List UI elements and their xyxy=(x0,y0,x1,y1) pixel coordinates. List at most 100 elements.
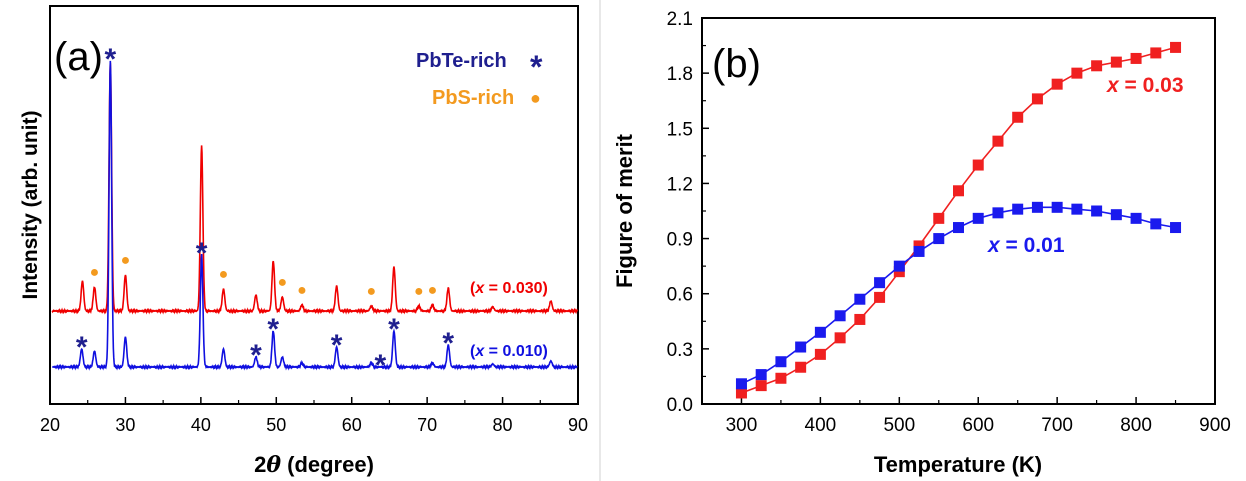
zt-point-x003 xyxy=(795,361,807,373)
series-label-x001: x = 0.01 xyxy=(987,234,1065,257)
pbs-peak-marker: ● xyxy=(121,252,131,269)
panel-b-label: (b) xyxy=(712,42,761,86)
series-label-x030-open: ( xyxy=(470,280,476,297)
zt-point-x001 xyxy=(814,326,826,338)
zt-point-x001 xyxy=(972,212,984,224)
xrd-pattern-x030 xyxy=(51,62,579,315)
zt-point-x001 xyxy=(755,369,767,381)
panel-b-series xyxy=(735,41,1182,399)
x-label-theta: θ xyxy=(266,452,281,478)
zt-point-x003 xyxy=(1130,52,1142,64)
pbte-peak-marker: * xyxy=(331,329,343,362)
panel-a-x-tick-label: 70 xyxy=(417,415,437,435)
legend-pbte-marker: * xyxy=(530,49,543,85)
panel-a-series xyxy=(51,60,579,371)
panel-b-y-tick-label: 2.1 xyxy=(667,9,693,30)
zt-point-x001 xyxy=(735,378,747,390)
zt-point-x003 xyxy=(972,159,984,171)
zt-point-x001 xyxy=(992,207,1004,219)
panel-b-y-tick-label: 1.5 xyxy=(667,119,693,140)
zt-point-x001 xyxy=(1012,203,1024,215)
zt-point-x001 xyxy=(854,293,866,305)
zt-point-x001 xyxy=(893,260,905,272)
zt-point-x003 xyxy=(874,291,886,303)
zt-point-x001 xyxy=(1051,201,1063,213)
panel-b-y-tick-label: 0.0 xyxy=(667,395,693,416)
series-label-x010-open: ( xyxy=(470,343,476,360)
pbte-peak-marker: * xyxy=(250,339,262,372)
panel-b-x-tick-label: 300 xyxy=(726,415,758,436)
zt-point-x003 xyxy=(953,185,964,197)
pbs-peak-marker: ● xyxy=(277,274,287,291)
panel-b-x-tick-label: 900 xyxy=(1199,415,1231,436)
panel-b-zt-chart: 0.0 0.3 0.6 0.9 1.2 1.5 1.8 2.1 300 400 500 600 700… xyxy=(612,9,1231,477)
series-label-x030-var: x xyxy=(474,280,485,297)
legend-pbte-label: PbTe-rich xyxy=(416,50,507,72)
zt-point-x003 xyxy=(1110,56,1122,68)
zt-point-x003 xyxy=(1071,67,1083,79)
panel-b-x-tick-label: 400 xyxy=(805,415,837,436)
zt-point-x001 xyxy=(1150,218,1162,230)
series-label-x001-var: x xyxy=(987,234,1001,257)
legend-pbs-marker: ● xyxy=(530,88,541,108)
panel-a-xrd-chart: 20 30 40 50 60 70 80 90 ●●● ● ● ● ● ●***** *** * (a) P… xyxy=(19,5,588,478)
panel-b-x-tick-label: 800 xyxy=(1120,415,1152,436)
zt-point-x003 xyxy=(1150,47,1162,59)
zt-point-x001 xyxy=(1130,212,1142,224)
panel-a-x-tick-label: 30 xyxy=(115,415,135,435)
zt-point-x003 xyxy=(755,380,767,392)
zt-point-x001 xyxy=(1091,205,1103,217)
pbte-peak-marker: * xyxy=(196,237,208,270)
pbs-peak-marker: ● xyxy=(297,282,307,299)
zt-point-x003 xyxy=(893,266,905,278)
panel-b-y-tick-label: 0.3 xyxy=(667,340,693,361)
zt-point-x001 xyxy=(775,356,787,368)
panel-a-annotations: ●●● ● ● ● ● ●***** *** * xyxy=(76,43,455,382)
zt-point-x003 xyxy=(992,135,1004,147)
panel-a-x-tick-label: 50 xyxy=(266,415,286,435)
zt-point-x001 xyxy=(933,233,945,245)
panel-b-x-axis-label: Temperature (K) xyxy=(874,452,1042,477)
panel-b-x-tick-label: 700 xyxy=(1041,415,1073,436)
series-label-x010-value: = 0.010) xyxy=(484,343,548,360)
panel-a-x-tick-label: 60 xyxy=(342,415,362,435)
series-label-x003-value: = 0.03 xyxy=(1119,74,1184,97)
panel-b-y-tick-label: 0.6 xyxy=(667,285,693,306)
x-label-unit: (degree) xyxy=(281,452,374,477)
zt-point-x001 xyxy=(1071,203,1083,215)
pbs-peak-marker: ● xyxy=(219,266,229,283)
series-label-x030-value: = 0.030) xyxy=(484,280,548,297)
pbte-peak-marker: * xyxy=(76,331,88,364)
zt-point-x003 xyxy=(775,372,787,384)
zt-point-x001 xyxy=(1110,209,1122,221)
zt-point-x003 xyxy=(1091,60,1103,72)
zt-point-x003 xyxy=(1170,41,1182,53)
pbs-peak-marker: ● xyxy=(90,264,100,281)
panel-b-y-tick-label: 1.8 xyxy=(667,64,693,85)
x-label-two: 2 xyxy=(254,452,266,477)
panel-b-y-tick-label: 1.2 xyxy=(667,174,693,195)
panel-a-x-ticks: 20 30 40 50 60 70 80 90 xyxy=(40,397,588,435)
zt-point-x001 xyxy=(795,341,807,353)
zt-point-x001 xyxy=(874,277,886,289)
series-label-x003-var: x xyxy=(1106,74,1120,97)
panel-a-x-tick-label: 80 xyxy=(493,415,513,435)
pbs-peak-marker: ● xyxy=(414,283,424,300)
panel-a-x-axis-label: 2θ (degree) xyxy=(254,452,374,478)
panel-b-y-ticks: 0.0 0.3 0.6 0.9 1.2 1.5 1.8 2.1 xyxy=(667,9,709,416)
pbte-peak-marker: * xyxy=(375,349,387,382)
panel-b-x-tick-label: 500 xyxy=(883,415,915,436)
zt-point-x001 xyxy=(1031,201,1043,213)
zt-point-x003 xyxy=(735,387,747,399)
panel-a-x-tick-label: 40 xyxy=(191,415,211,435)
legend-pbs-label: PbS-rich xyxy=(432,87,514,109)
series-label-x030: (x = 0.030) xyxy=(470,280,548,297)
pbte-peak-marker: * xyxy=(442,327,454,360)
zt-line-x003 xyxy=(741,46,1176,394)
panel-a-y-axis-label: Intensity (arb. unit) xyxy=(19,111,42,300)
panel-b-y-axis-label: Figure of merit xyxy=(612,133,637,288)
pbte-peak-marker: * xyxy=(104,43,116,76)
zt-point-x001 xyxy=(834,310,846,322)
pbs-peak-marker: ● xyxy=(428,282,438,299)
